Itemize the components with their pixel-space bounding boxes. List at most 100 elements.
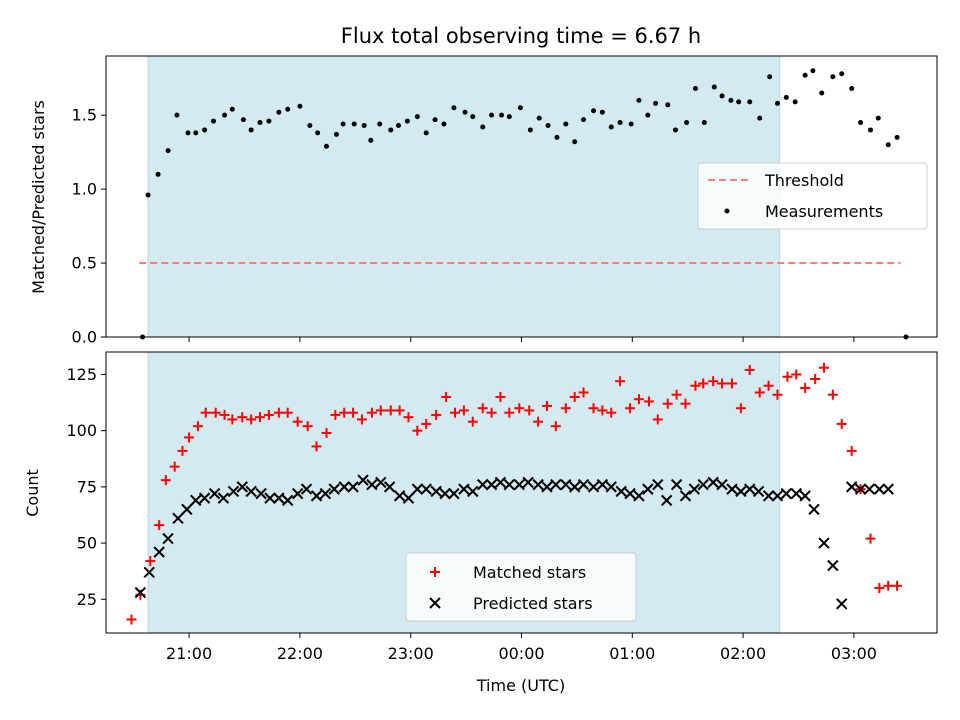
matched-star-point: [219, 409, 230, 420]
bottom-panel: 25 50 75 100 125 21:00 22:00 23:00 00:00 01:00 02…: [23, 351, 938, 695]
predicted-star-point: [190, 494, 202, 507]
measurement-point: [396, 123, 402, 129]
measurement-point: [839, 71, 845, 77]
measurement-point: [210, 118, 216, 124]
predicted-star-point: [688, 483, 701, 495]
matched-star-point: [467, 416, 478, 427]
measurement-point: [432, 117, 438, 123]
y-tick-label: 25: [77, 590, 97, 609]
predicted-star-point: [744, 483, 756, 495]
measurement-point: [792, 99, 798, 105]
measurement-point: [307, 123, 313, 129]
measurement-point: [711, 84, 717, 90]
measurement-point: [673, 127, 679, 133]
predicted-star-point: [503, 478, 516, 491]
matched-star-point: [394, 405, 405, 416]
matched-star-point: [192, 421, 203, 432]
predicted-star-point: [808, 503, 820, 516]
measurement-point: [719, 93, 725, 99]
top-observing-band: [147, 55, 781, 338]
matched-star-point: [763, 380, 774, 391]
predicted-star-point: [162, 532, 174, 545]
matched-star-point: [818, 362, 829, 373]
predicted-star-point: [845, 481, 858, 493]
measurement-point: [185, 130, 191, 136]
matched-star-point: [846, 445, 857, 456]
predicted-star-point: [771, 490, 784, 502]
predicted-star-point: [485, 478, 498, 491]
predicted-legend-swatch: [429, 597, 441, 609]
matched-star-point: [292, 416, 303, 427]
measurement-point: [423, 130, 429, 136]
measurement-point: [351, 121, 357, 127]
matched-star-point: [827, 389, 838, 400]
matched-star-point: [169, 461, 180, 472]
predicted-star-point: [328, 483, 340, 495]
measurement-point: [333, 131, 339, 137]
x-tick-label: 00:00: [498, 644, 544, 663]
matched-star-point: [311, 441, 322, 452]
x-tick-label: 21:00: [166, 644, 212, 663]
predicted-star-point: [652, 478, 664, 491]
measurement-point: [315, 130, 321, 136]
matched-star-point: [836, 418, 847, 429]
predicted-star-point: [357, 474, 369, 486]
predicted-star-point: [818, 537, 830, 549]
measurement-point: [783, 94, 789, 100]
predicted-star-point: [596, 478, 609, 491]
matched-star-point: [273, 407, 284, 418]
predicted-star-point: [319, 487, 332, 500]
measurement-point: [830, 74, 836, 80]
matched-star-point: [504, 407, 515, 418]
predicted-star-point: [624, 487, 636, 500]
measurement-point: [276, 109, 282, 115]
matched-star-point: [708, 376, 719, 387]
predicted-star-point: [236, 481, 248, 493]
measurement-point: [441, 121, 447, 127]
measurement-point: [323, 143, 329, 149]
measurement-point: [174, 112, 180, 118]
predicted-star-point: [264, 492, 276, 504]
predicted-star-point: [762, 490, 775, 502]
matched-star-point: [874, 583, 885, 594]
matched-star-point: [643, 396, 654, 407]
measurements-legend-swatch: [724, 208, 730, 214]
matched-star-point: [533, 416, 544, 427]
matched-star-point: [744, 364, 755, 375]
measurement-point: [377, 121, 383, 127]
measurement-point: [819, 90, 825, 96]
measurement-points: [140, 68, 909, 340]
measurement-point: [155, 171, 161, 177]
top-legend-box: [697, 162, 928, 230]
top-y-axis-label: Matched/Predicted stars: [29, 100, 48, 294]
matched-star-point: [348, 407, 359, 418]
bottom-legend-box: [405, 552, 637, 622]
predicted-star-point: [827, 559, 839, 572]
predicted-star-point: [300, 483, 313, 495]
matched-star-point: [772, 389, 783, 400]
predicted-star-point: [458, 483, 470, 495]
matched-stars-points: [126, 362, 903, 625]
measurement-point: [554, 134, 560, 140]
matched-star-point: [633, 394, 644, 405]
predicted-star-point: [780, 487, 793, 500]
measurement-point: [266, 118, 272, 124]
measurement-point: [257, 120, 263, 126]
top-panel: 0.0 0.5 1.0 1.5 Matched/Predicted stars Thr…: [29, 55, 938, 347]
measurement-point: [451, 105, 457, 111]
matched-star-point: [791, 369, 802, 380]
matched-star-point: [154, 520, 165, 531]
predicted-star-point: [752, 485, 765, 498]
matched-star-point: [671, 389, 682, 400]
measurement-point: [404, 118, 410, 124]
matched-star-point: [524, 405, 535, 416]
matched-star-point: [597, 405, 608, 416]
matched-star-point: [366, 407, 377, 418]
threshold-legend-label: Threshold: [764, 171, 844, 190]
predicted-star-point: [477, 478, 489, 491]
predicted-star-point: [882, 483, 894, 495]
matched-star-point: [782, 371, 793, 382]
matched-star-point: [282, 407, 293, 418]
measurement-point: [608, 124, 614, 130]
